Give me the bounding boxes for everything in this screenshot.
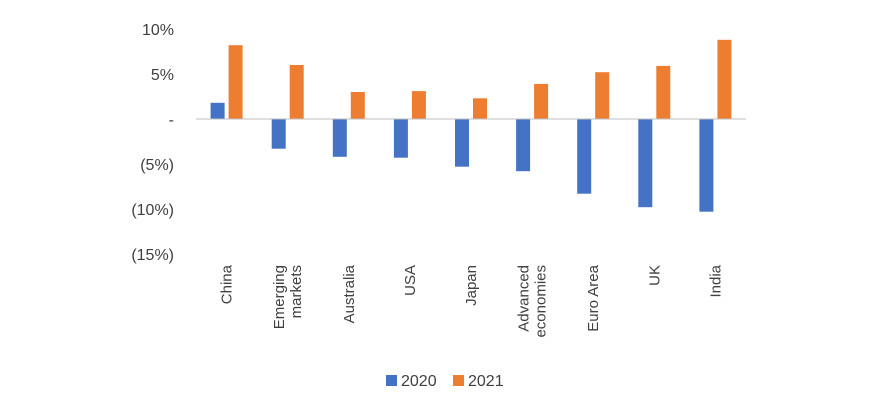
legend-label: 2021	[468, 373, 504, 390]
category-label-line: Advanced	[516, 265, 533, 332]
bar-2021-8	[717, 39, 732, 119]
category-label: Australia	[341, 264, 358, 323]
category-label-line: India	[707, 264, 724, 297]
bar-2021-4	[473, 98, 487, 119]
y-tick-label: (5%)	[140, 157, 174, 174]
legend: 2020 2021	[386, 373, 504, 390]
x-axis-category-labels: China Emerging markets Australia USA Japan Adv…	[219, 264, 725, 337]
category-label: China	[219, 264, 236, 304]
bars-group	[210, 39, 732, 212]
legend-label: 2020	[401, 373, 437, 390]
bar-2021-0	[228, 45, 243, 120]
y-tick-label: -	[169, 112, 174, 129]
category-label: UK	[646, 265, 663, 286]
category-label-line: Australia	[341, 264, 358, 323]
bar-2020-6	[577, 119, 592, 194]
bar-2020-7	[638, 119, 653, 208]
category-label-line: Euro Area	[585, 264, 602, 331]
bar-2021-2	[350, 92, 365, 119]
bar-2021-6	[595, 72, 610, 119]
legend-swatch-2020	[386, 375, 397, 386]
bar-2020-4	[455, 119, 469, 167]
bar-2021-3	[411, 91, 426, 119]
category-label: Euro Area	[585, 264, 602, 331]
bar-2020-0	[210, 102, 225, 119]
category-label-line: Japan	[463, 265, 480, 306]
bar-2020-2	[332, 119, 347, 157]
bar-2021-7	[656, 65, 671, 119]
bar-2020-5	[516, 119, 531, 172]
legend-swatch-2021	[453, 375, 464, 386]
category-label-line: USA	[402, 265, 419, 296]
bar-2020-8	[699, 119, 714, 212]
bar-2021-5	[534, 83, 549, 119]
category-label: India	[707, 264, 724, 297]
category-label-line: markets	[288, 265, 305, 318]
bar-2020-3	[393, 119, 408, 158]
category-label: Emerging markets	[271, 265, 305, 329]
y-axis-tick-labels: 10% 5% - (5%) (10%) (15%)	[131, 22, 174, 264]
category-label: Japan	[463, 265, 480, 306]
y-tick-label: (15%)	[131, 247, 174, 264]
category-label-line: Emerging	[271, 265, 288, 329]
category-label: Advanced economies	[516, 265, 550, 338]
category-label-line: economies	[533, 265, 550, 338]
category-label-line: UK	[646, 265, 663, 286]
category-label: USA	[402, 265, 419, 296]
y-tick-label: 10%	[142, 22, 174, 39]
y-tick-label: 5%	[151, 67, 174, 84]
y-tick-label: (10%)	[131, 202, 174, 219]
bar-2020-1	[271, 119, 286, 149]
bar-2021-1	[289, 65, 304, 119]
category-label-line: China	[219, 264, 236, 304]
